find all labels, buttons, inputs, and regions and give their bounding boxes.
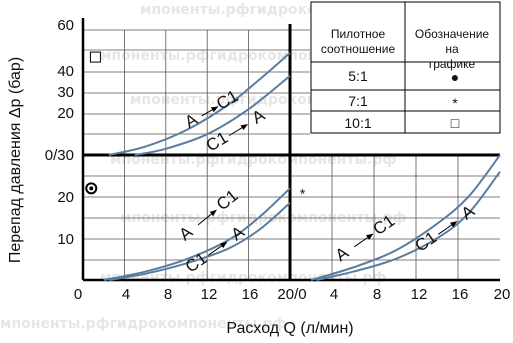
x-tick-label: 0 [74, 286, 82, 303]
y-tick-label: 10 [57, 231, 74, 248]
legend-header-line: Пилотное [331, 27, 386, 41]
tick-labels: 0 4 8 12 16 20/0 4 8 12 16 20 0/30 20 30 40 60 10 20 [45, 17, 511, 303]
y-axis-label: Перепад давления Δp (бар) [7, 57, 24, 263]
legend-ratio-5-1: 5:1 [348, 68, 368, 84]
marker-7-1: * [300, 186, 306, 202]
y-tick-label: 40 [57, 63, 74, 80]
curve-upper-left [134, 75, 291, 156]
curve-upper-left [108, 52, 291, 156]
x-tick-label: 20 [494, 286, 511, 303]
x-tick-label: 8 [373, 286, 381, 303]
marker-5-1 [85, 182, 98, 195]
marker-10-1 [89, 51, 101, 63]
y-tick-label: 60 [57, 17, 74, 34]
x-tick-label: 12 [411, 286, 428, 303]
curve-label-to: C1 [213, 86, 241, 113]
x-tick-label: 16 [452, 286, 469, 303]
y-tick-label: 20 [57, 189, 74, 206]
pilot-ratio-markers: * [85, 51, 306, 202]
legend-symbol-7-1: * [452, 95, 458, 111]
x-tick-label: 12 [201, 286, 218, 303]
legend-header-ratio: Пилотное соотношение [321, 27, 396, 56]
y-tick-label: 30 [57, 84, 74, 101]
x-tick-label: 4 [122, 286, 130, 303]
legend-table: Пилотное соотношение Обозначение на графике… [310, 1, 501, 134]
curve-lower-right [316, 171, 501, 281]
curve-label-from: A [332, 243, 353, 265]
legend-symbol-10-1: □ [451, 115, 460, 131]
legend-ratio-10-1: 10:1 [344, 115, 371, 131]
direction-arrow [437, 221, 458, 235]
curve-lower-left [103, 187, 291, 281]
direction-arrow [228, 124, 248, 136]
direction-arrow [201, 106, 219, 117]
y-tick-label: 20 [57, 105, 74, 122]
legend-header-symbol: Обозначение на графике [415, 27, 490, 71]
x-axis-label: Расход Q (л/мин) [226, 320, 353, 337]
marker-5-1-core [89, 186, 94, 191]
direction-arrow [208, 241, 228, 256]
x-tick-label: 8 [164, 286, 172, 303]
direction-arrow [197, 209, 217, 226]
watermark-text: мпоненты.рфгидрокомпоненты.рф [0, 316, 286, 332]
curves [103, 52, 501, 281]
legend-header-line: графике [429, 57, 476, 71]
x-tick-label: 20/0 [277, 286, 306, 303]
direction-arrow [353, 233, 374, 248]
legend-header-line: на [445, 42, 459, 56]
legend-header-line: Обозначение [415, 27, 490, 41]
curve-lower-left [108, 202, 291, 281]
curve-label-to: A [249, 105, 269, 127]
x-tick-label: 16 [242, 286, 259, 303]
legend-header-line: соотношение [321, 42, 396, 56]
y-tick-label: 0/30 [45, 147, 74, 164]
watermark-text: мпоненты.рфгидрокомпоненты.рф [100, 270, 386, 286]
legend-symbol-5-1: ● [451, 69, 459, 85]
x-tick-label: 4 [330, 286, 338, 303]
curve-lower-right [310, 154, 501, 281]
curve-label-from: A [182, 109, 202, 131]
axes [81, 18, 500, 282]
legend-ratio-7-1: 7:1 [348, 93, 368, 109]
